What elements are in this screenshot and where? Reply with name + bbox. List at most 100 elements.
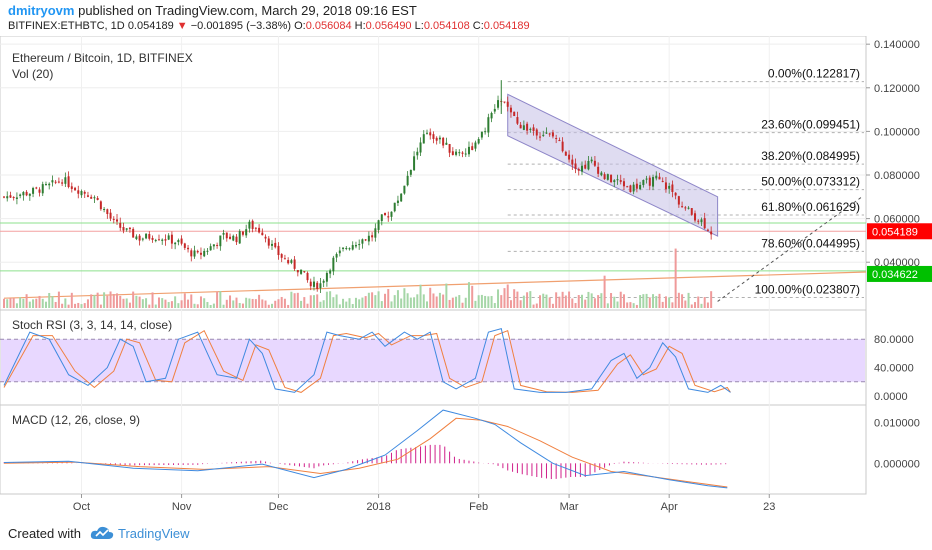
macd-label: MACD (12, 26, close, 9) — [12, 413, 140, 427]
fib-level-label: 38.20%(0.084995) — [761, 149, 860, 163]
candle-body — [677, 196, 680, 205]
volume-bar — [358, 299, 361, 308]
candle-body — [461, 152, 464, 154]
volume-bar — [312, 295, 315, 308]
candle-body — [274, 242, 277, 248]
tradingview-link[interactable]: TradingView — [118, 526, 190, 541]
candle-body — [103, 209, 106, 211]
candle-body — [32, 188, 35, 194]
volume-bar — [551, 303, 554, 308]
volume-bar — [32, 299, 35, 308]
author-link[interactable]: dmitryovm — [8, 3, 75, 18]
candle-body — [148, 234, 151, 239]
volume-bar — [619, 291, 622, 308]
volume-bar — [35, 298, 38, 308]
candle-body — [519, 124, 522, 129]
x-tick-label: Nov — [172, 501, 192, 513]
candle-body — [351, 245, 354, 250]
candle-body — [109, 212, 112, 219]
stoch-y-label: 40.0000 — [874, 363, 914, 375]
x-tick-label: Mar — [560, 501, 579, 513]
volume-bar — [258, 294, 261, 308]
candle-body — [474, 142, 477, 149]
candle-body — [38, 189, 41, 193]
chart-canvas[interactable]: 0.140000 0.120000 0.100000 0.080000 0.060000… — [0, 36, 932, 516]
candle-body — [151, 237, 154, 240]
candle-body — [367, 235, 370, 242]
candle-body — [2, 196, 6, 198]
volume-bar — [706, 302, 709, 308]
volume-bar — [519, 300, 522, 308]
publish-line: dmitryovm published on TradingView.com, … — [8, 3, 417, 18]
candle-body — [448, 144, 451, 153]
volume-bar — [342, 298, 345, 308]
candle-body — [303, 271, 306, 273]
volume-bar — [83, 303, 86, 308]
x-tick-label: Dec — [269, 501, 289, 513]
volume-bar — [25, 294, 28, 308]
candle-body — [503, 101, 506, 103]
volume-bar — [329, 291, 332, 308]
candle-body — [51, 180, 54, 183]
volume-bar — [710, 291, 713, 308]
candle-body — [551, 132, 554, 137]
ma-price-tag-bg — [867, 265, 932, 282]
candle-body — [655, 175, 658, 179]
candle-body — [458, 152, 461, 154]
volume-bar — [506, 284, 509, 308]
volume-bar — [535, 303, 538, 308]
volume-bar — [277, 299, 280, 308]
down-arrow-icon: ▼ — [176, 20, 188, 32]
volume-bar — [128, 302, 131, 308]
candle-body — [561, 141, 564, 152]
volume-bar — [232, 300, 235, 308]
volume-bar — [603, 275, 606, 308]
macd-line — [3, 409, 728, 489]
candle-body — [112, 218, 115, 220]
volume-bar — [103, 292, 106, 308]
volume-bar — [303, 297, 306, 308]
volume-bar — [112, 293, 115, 308]
candle-body — [658, 176, 661, 180]
macd-signal-line — [3, 417, 728, 488]
volume-bar — [480, 294, 483, 308]
last-price-tag: 0.054189 — [872, 226, 918, 238]
candle-body — [35, 187, 38, 189]
volume-bar — [51, 296, 54, 308]
volume-bar — [190, 294, 193, 308]
volume-bar — [642, 294, 645, 308]
volume-bar — [451, 297, 454, 308]
volume-bar — [300, 300, 303, 308]
candle-body — [558, 140, 561, 142]
volume-bar — [606, 303, 609, 308]
candle-body — [616, 179, 619, 181]
volume-bar — [555, 292, 558, 308]
candle-body — [245, 229, 248, 236]
stoch-k-line — [3, 327, 731, 393]
volume-bar — [461, 302, 464, 308]
candle-body — [22, 192, 25, 196]
volume-bar — [354, 297, 357, 308]
candle-body — [212, 244, 215, 247]
volume-bar — [419, 284, 422, 308]
x-tick-label: Feb — [469, 501, 488, 513]
volume-bar — [319, 301, 322, 308]
volume-bar — [658, 293, 661, 308]
volume-bar — [106, 295, 109, 308]
volume-bar — [219, 291, 222, 308]
volume-bar — [429, 287, 432, 308]
volume-bar — [90, 294, 93, 308]
candle-body — [419, 142, 422, 153]
volume-bar — [67, 304, 70, 308]
tradingview-cloud-icon[interactable] — [90, 525, 114, 541]
candle-body — [645, 178, 648, 180]
volume-bar — [390, 301, 393, 308]
candle-body — [613, 180, 616, 183]
volume-bar — [487, 296, 490, 308]
volume-bar — [222, 304, 225, 308]
fib-level-label: 100.00%(0.023807) — [755, 283, 860, 297]
candle-body — [183, 243, 186, 248]
candle-body — [606, 174, 609, 180]
candle-body — [290, 260, 293, 263]
candle-body — [206, 250, 209, 252]
